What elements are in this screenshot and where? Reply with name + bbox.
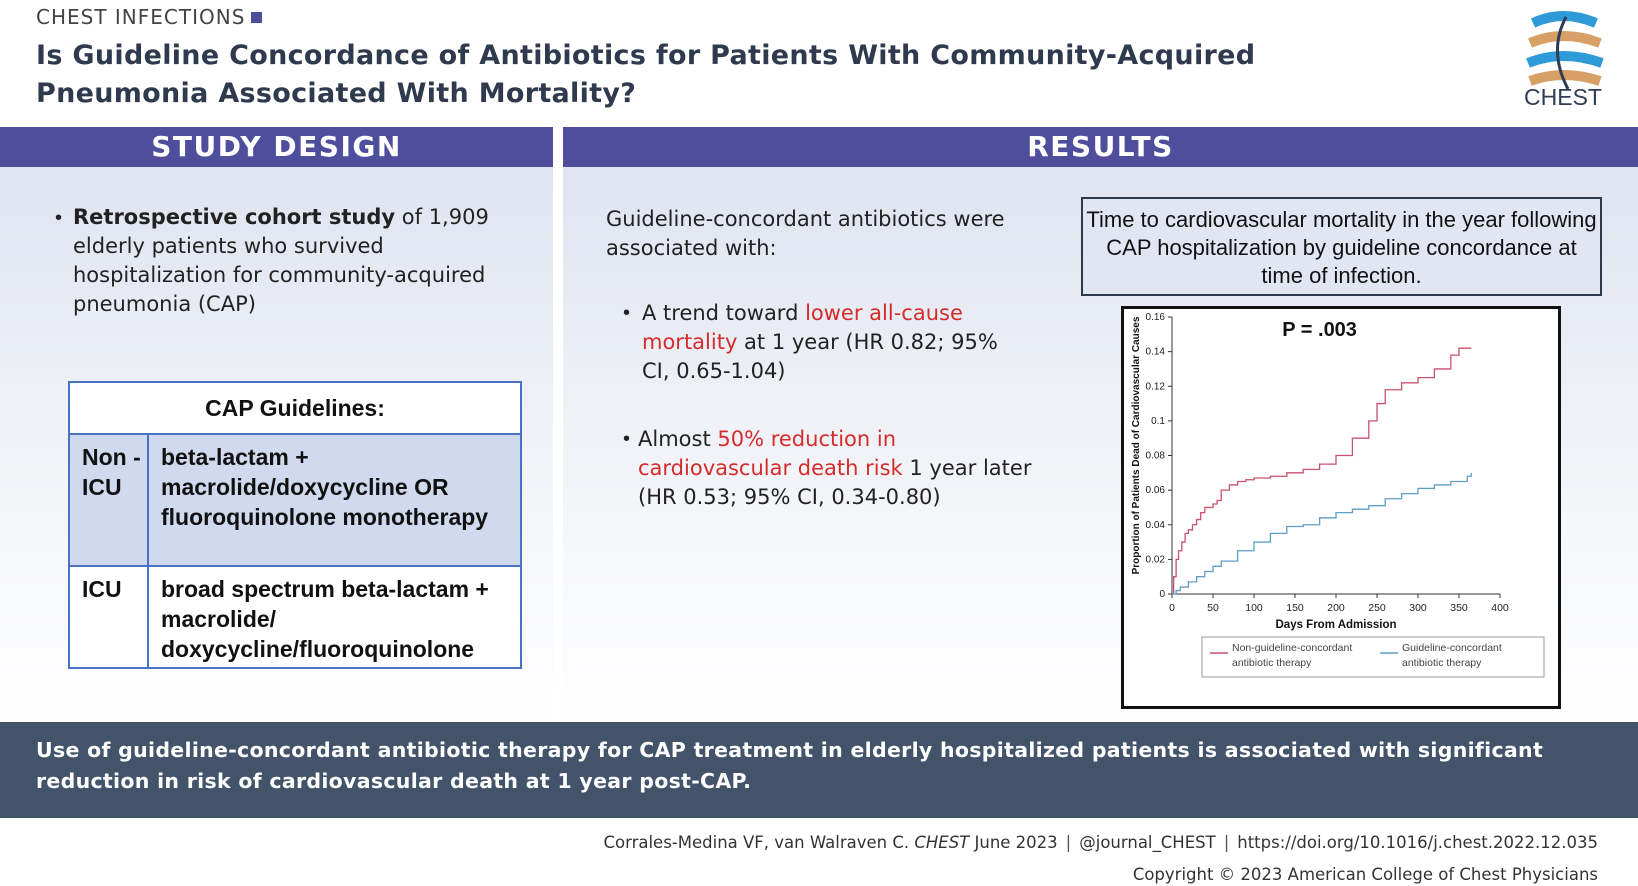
cap-guidelines-table: CAP Guidelines: Non -ICU beta-lactam + m… bbox=[68, 381, 522, 669]
copyright: Copyright © 2023 American College of Che… bbox=[1132, 865, 1598, 884]
y-tick-label: 0.1 bbox=[1151, 416, 1165, 427]
y-tick-label: 0 bbox=[1159, 589, 1165, 600]
legend-label: Guideline-concordant bbox=[1402, 642, 1502, 654]
y-tick-label: 0.02 bbox=[1146, 554, 1166, 565]
y-tick-label: 0.08 bbox=[1146, 451, 1166, 462]
legend-label: Non-guideline-concordant bbox=[1232, 642, 1352, 654]
study-description: of 1,909 elderly patients who survived h… bbox=[73, 205, 489, 316]
section-kicker: CHEST INFECTIONS bbox=[36, 5, 263, 29]
y-tick-label: 0.16 bbox=[1146, 312, 1166, 323]
page-title: Is Guideline Concordance of Antibiotics … bbox=[36, 40, 1256, 109]
x-tick-label: 250 bbox=[1368, 602, 1386, 614]
x-tick-label: 350 bbox=[1450, 602, 1468, 614]
x-tick-label: 400 bbox=[1491, 602, 1509, 614]
bullet-dot: • bbox=[623, 302, 631, 324]
legend-label: antibiotic therapy bbox=[1402, 657, 1482, 669]
citation-journal: CHEST bbox=[914, 833, 970, 852]
km-chart-svg: 0 0.02 0.04 0.06 0.08 0.1 0.12 0.14 0.16 0 50 100 15… bbox=[1131, 312, 1545, 678]
study-type: Retrospective cohort study bbox=[73, 205, 396, 229]
study-design-bullet: Retrospective cohort study of 1,909 elde… bbox=[73, 203, 513, 319]
citation: Corrales-Medina VF, van Walraven C. CHES… bbox=[603, 833, 1598, 852]
p-value-annotation: P = .003 bbox=[1282, 319, 1357, 341]
result-all-cause-mortality: A trend toward lower all-cause mortality… bbox=[642, 299, 1032, 386]
x-axis-label: Days From Admission bbox=[1276, 619, 1397, 631]
chest-logo-icon bbox=[1526, 11, 1604, 90]
x-tick-label: 200 bbox=[1327, 602, 1345, 614]
regimen-cell: broad spectrum beta-lactam + macrolide/ … bbox=[161, 576, 489, 662]
result-highlight: lower all-cause mortality bbox=[642, 301, 963, 354]
regimen-cell: beta-lactam + macrolide/doxycycline OR f… bbox=[161, 444, 489, 530]
x-tick-label: 0 bbox=[1169, 602, 1175, 614]
result-cv-death: Almost 50% reduction in cardiovascular d… bbox=[638, 425, 1033, 512]
results-intro: Guideline-concordant antibiotics were as… bbox=[606, 207, 1005, 260]
cap-guidelines-heading: CAP Guidelines: bbox=[70, 383, 520, 435]
x-tick-label: 300 bbox=[1409, 602, 1427, 614]
result-text: at 1 year (HR 0.82; 95% CI, 0.65-1.04) bbox=[642, 330, 998, 383]
conclusion-bar: Use of guideline-concordant antibiotic t… bbox=[0, 722, 1638, 818]
result-highlight: 50% reduction in cardiovascular death ri… bbox=[638, 427, 903, 480]
results-heading: RESULTS bbox=[563, 127, 1638, 167]
citation-date: June 2023 bbox=[969, 833, 1058, 852]
x-tick-label: 50 bbox=[1207, 602, 1219, 614]
kicker-square-icon bbox=[251, 12, 263, 23]
conclusion-text: Use of guideline-concordant antibiotic t… bbox=[36, 738, 1544, 793]
y-tick-label: 0.06 bbox=[1146, 485, 1166, 496]
separator: | bbox=[1223, 833, 1230, 852]
series-line-1 bbox=[1172, 347, 1472, 595]
chart-title: Time to cardiovascular mortality in the … bbox=[1081, 197, 1602, 296]
study-design-heading: STUDY DESIGN bbox=[0, 127, 553, 167]
x-tick-label: 100 bbox=[1245, 602, 1263, 614]
y-tick-label: 0.04 bbox=[1146, 520, 1166, 531]
km-chart: 0 0.02 0.04 0.06 0.08 0.1 0.12 0.14 0.16 0 50 100 15… bbox=[1121, 306, 1561, 709]
table-row: ICU broad spectrum beta-lactam + macroli… bbox=[70, 567, 520, 667]
logo-text: CHEST bbox=[1524, 84, 1602, 110]
twitter-handle[interactable]: @journal_CHEST bbox=[1079, 833, 1216, 852]
x-tick-label: 150 bbox=[1286, 602, 1304, 614]
y-tick-label: 0.12 bbox=[1146, 381, 1166, 392]
setting-cell: ICU bbox=[70, 567, 149, 667]
result-text: Almost bbox=[638, 427, 718, 451]
separator: | bbox=[1065, 833, 1072, 852]
y-axis-label: Proportion of Patients Dead of Cardiovas… bbox=[1131, 316, 1142, 574]
legend-box bbox=[1201, 636, 1545, 678]
result-text: A trend toward bbox=[642, 301, 806, 325]
table-row: Non -ICU beta-lactam + macrolide/doxycyc… bbox=[70, 435, 520, 567]
y-tick-label: 0.14 bbox=[1146, 347, 1166, 358]
doi-link[interactable]: https://doi.org/10.1016/j.chest.2022.12.… bbox=[1237, 833, 1598, 852]
setting-cell: Non -ICU bbox=[70, 435, 149, 565]
bullet-dot: • bbox=[623, 428, 631, 450]
legend-label: antibiotic therapy bbox=[1232, 657, 1312, 669]
bullet-dot: • bbox=[55, 207, 63, 229]
series-line-2 bbox=[1172, 472, 1472, 595]
citation-authors: Corrales-Medina VF, van Walraven C. bbox=[603, 833, 915, 852]
result-text: 1 year later (HR 0.53; 95% CI, 0.34-0.80… bbox=[638, 456, 1032, 509]
